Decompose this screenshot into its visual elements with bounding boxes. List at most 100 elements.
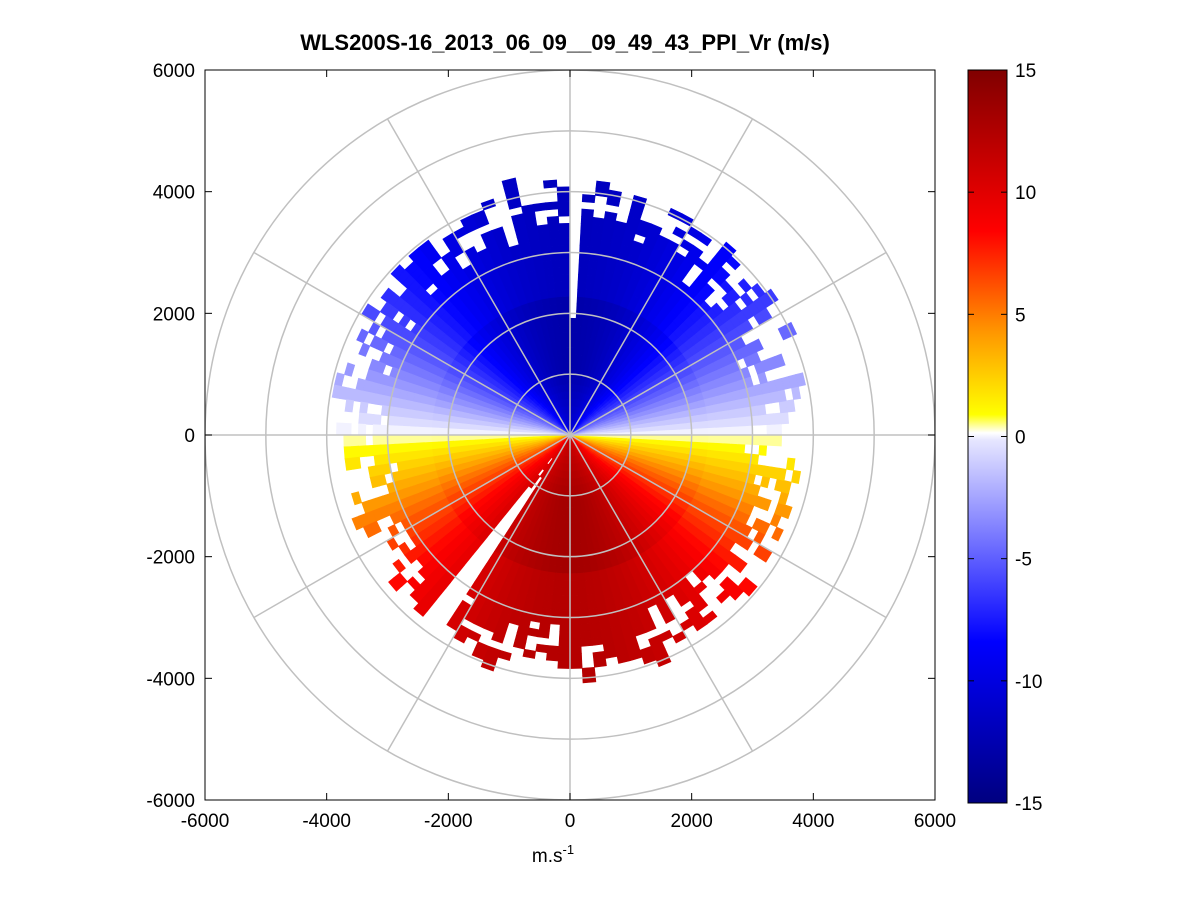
- velocity-cell: [564, 332, 571, 341]
- velocity-cell: [561, 281, 571, 290]
- velocity-cell: [577, 587, 588, 596]
- velocity-cell: [766, 423, 775, 436]
- velocity-cell: [562, 303, 571, 312]
- velocity-cell: [576, 572, 586, 582]
- x-axis-label-base: m.s: [532, 846, 563, 867]
- velocity-cell: [423, 441, 433, 451]
- velocity-cell: [576, 296, 585, 305]
- velocity-cell: [452, 434, 462, 442]
- velocity-cell: [574, 339, 581, 349]
- velocity-cell: [550, 550, 559, 559]
- velocity-cell: [737, 425, 746, 436]
- velocity-cell: [460, 214, 476, 228]
- velocity-cell: [423, 434, 432, 443]
- velocity-cell: [736, 416, 746, 427]
- velocity-cell: [423, 427, 432, 436]
- velocity-cell: [569, 638, 582, 648]
- velocity-cell: [553, 281, 563, 291]
- velocity-cell: [579, 237, 591, 247]
- velocity-cell: [678, 434, 688, 442]
- velocity-cell: [591, 636, 604, 646]
- velocity-cell: [569, 325, 577, 334]
- velocity-cell: [416, 418, 426, 428]
- velocity-cell: [344, 457, 355, 471]
- velocity-cell: [774, 353, 786, 368]
- velocity-cell: [708, 434, 717, 443]
- velocity-cell: [559, 616, 571, 626]
- velocity-cell: [569, 631, 582, 640]
- velocity-cell: [408, 247, 424, 262]
- velocity-cell: [372, 444, 382, 456]
- velocity-cell: [362, 523, 376, 539]
- velocity-cell: [557, 660, 571, 669]
- velocity-cell: [569, 646, 582, 655]
- velocity-cell: [575, 310, 584, 320]
- velocity-cell: [560, 266, 571, 275]
- grid-spoke: [253, 434, 571, 619]
- velocity-cell: [424, 411, 434, 421]
- y-tick-label: -2000: [146, 548, 195, 569]
- velocity-cell: [552, 266, 562, 276]
- velocity-cell: [497, 649, 512, 661]
- velocity-cell: [561, 580, 571, 589]
- velocity-cell: [467, 429, 476, 436]
- velocity-cell: [714, 442, 724, 452]
- velocity-cell: [580, 223, 593, 233]
- velocity-cell: [576, 303, 585, 312]
- velocity-cell: [460, 439, 469, 447]
- velocity-cell: [562, 295, 571, 305]
- velocity-cell: [785, 457, 796, 471]
- velocity-cell: [365, 413, 375, 426]
- velocity-cell: [714, 418, 724, 428]
- velocity-cell: [710, 302, 724, 317]
- velocity-cell: [649, 438, 658, 445]
- velocity-cell: [693, 441, 702, 450]
- velocity-cell: [413, 602, 429, 617]
- velocity-cell: [700, 420, 709, 429]
- velocity-cell: [559, 521, 566, 531]
- velocity-cell: [693, 427, 702, 436]
- velocity-cell: [708, 427, 717, 436]
- velocity-cell: [343, 446, 353, 460]
- velocity-cell: [576, 565, 585, 574]
- velocity-cell: [562, 558, 571, 567]
- velocity-cell: [686, 434, 695, 442]
- velocity-cell: [584, 289, 594, 299]
- velocity-cell: [693, 434, 702, 443]
- velocity-cell: [445, 421, 455, 430]
- velocity-cell: [379, 424, 389, 436]
- velocity-cell: [721, 450, 731, 461]
- velocity-cell: [678, 440, 687, 448]
- velocity-cell: [357, 423, 367, 436]
- velocity-cell: [569, 595, 580, 604]
- velocity-cell: [743, 581, 758, 597]
- x-tick-label: 0: [565, 811, 576, 832]
- velocity-cell: [713, 410, 723, 421]
- velocity-cell: [544, 586, 555, 596]
- velocity-cell: [556, 550, 565, 560]
- velocity-cell: [536, 224, 549, 234]
- velocity-cell: [559, 624, 571, 633]
- velocity-cell: [577, 281, 587, 291]
- velocity-cell: [558, 325, 566, 334]
- velocity-cell: [569, 551, 577, 560]
- velocity-cell: [552, 274, 563, 283]
- velocity-cell: [561, 507, 567, 516]
- velocity-cell: [737, 434, 746, 445]
- velocity-cell: [581, 318, 589, 328]
- velocity-cell: [558, 222, 571, 232]
- velocity-cell: [569, 565, 578, 575]
- velocity-cell: [452, 428, 462, 436]
- velocity-cell: [595, 180, 611, 191]
- velocity-cell: [394, 434, 403, 445]
- velocity-cell: [685, 421, 695, 430]
- velocity-cell: [424, 449, 434, 459]
- velocity-cell: [431, 441, 440, 450]
- velocity-cell: [394, 425, 403, 436]
- velocity-cell: [579, 230, 592, 240]
- velocity-cell: [460, 434, 469, 442]
- velocity-cell: [591, 216, 605, 227]
- velocity-cell: [581, 666, 596, 676]
- velocity-cell: [445, 428, 454, 436]
- velocity-cell: [438, 414, 448, 423]
